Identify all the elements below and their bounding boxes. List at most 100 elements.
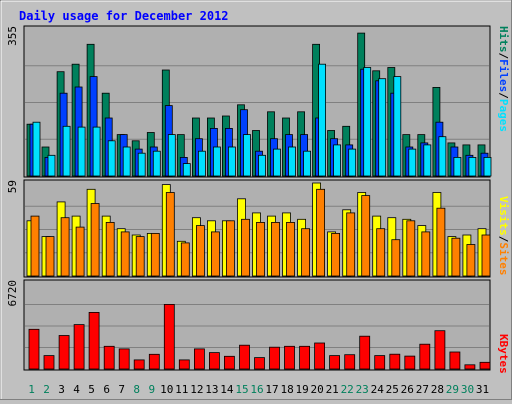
bar-sites-day-1 [30,215,40,277]
bar-pages-day-26 [408,148,417,177]
legend-pages: Pages [497,99,510,132]
bar-pages-day-5 [92,126,101,177]
bar-pages-day-14 [227,146,236,177]
bar-kbytes-day-16 [254,357,265,370]
legend-hits: Hits [497,26,510,53]
bar-kbytes-day-28 [434,330,446,370]
bar-kbytes-day-18 [284,345,295,370]
bar-pages-day-22 [348,148,357,177]
bar-sites-day-31 [481,234,491,277]
bar-pages-day-7 [122,146,131,177]
x-tick-label-26: 26 [401,383,414,396]
bar-pages-day-30 [468,156,477,177]
bar-pages-day-27 [423,144,432,177]
bar-pages-day-6 [107,140,116,177]
bar-kbytes-day-5 [88,311,100,370]
middle-legend: Visits/Sites [497,196,510,276]
x-tick-label-2: 2 [43,383,50,396]
bar-sites-day-29 [451,237,461,277]
bar-kbytes-day-29 [449,351,461,370]
bar-kbytes-day-12 [193,348,205,370]
x-tick-label-12: 12 [190,383,203,396]
bar-kbytes-day-30 [464,364,476,370]
bar-pages-day-11 [182,163,191,177]
bar-pages-day-20 [318,63,327,177]
x-tick-label-13: 13 [205,383,218,396]
bar-pages-day-1 [32,121,41,177]
x-tick-label-21: 21 [326,383,339,396]
bar-pages-day-18 [288,146,296,177]
bar-kbytes-day-23 [359,335,371,370]
bar-kbytes-day-6 [103,345,115,370]
bar-kbytes-day-13 [208,352,220,370]
chart-title: Daily usage for December 2012 [19,9,229,23]
bottom-legend: KBytes [497,334,510,374]
bar-kbytes-day-27 [419,343,431,370]
bar-kbytes-day-19 [299,345,311,370]
bar-sites-day-18 [286,221,295,277]
x-tick-label-18: 18 [280,383,293,396]
x-tick-label-28: 28 [431,383,444,396]
bar-sites-day-17 [271,221,280,277]
x-tick-label-14: 14 [220,383,234,396]
bars-layer [26,32,492,370]
bar-pages-day-10 [167,134,176,177]
bar-pages-day-31 [483,156,492,177]
bar-pages-day-17 [273,148,281,177]
legend-sep-1: / [497,53,510,60]
x-tick-label-9: 9 [148,383,155,396]
bar-kbytes-day-26 [404,355,416,370]
legend-kbytes: KBytes [497,334,510,374]
x-tick-label-24: 24 [371,383,385,396]
legend-files: Files [497,59,510,92]
x-tick-label-1: 1 [28,383,35,396]
x-tick-label-7: 7 [118,383,125,396]
bar-sites-day-11 [180,242,190,277]
bar-sites-day-27 [421,231,431,277]
bar-sites-day-20 [316,188,326,277]
bottom-panel [23,279,491,371]
x-tick-label-11: 11 [175,383,188,396]
bar-sites-day-21 [331,232,341,277]
bar-kbytes-day-31 [479,361,491,370]
bar-sites-day-28 [436,207,446,277]
bar-sites-day-13 [210,231,220,277]
bar-pages-day-25 [393,76,402,177]
bar-kbytes-day-7 [118,348,130,370]
bar-kbytes-day-15 [239,344,250,370]
top-legend: Hits/Files/Pages [497,26,510,132]
middle-max-label: 59 [6,180,19,193]
legend-sites: Sites [497,242,510,275]
bar-pages-day-8 [137,152,146,177]
x-tick-label-30: 30 [461,383,474,396]
x-tick-label-27: 27 [416,383,429,396]
bottom-max-label: 6720 [6,280,19,307]
legend-sep-2: / [497,92,510,99]
bar-sites-day-16 [256,221,265,277]
x-tick-label-16: 16 [250,383,263,396]
x-tick-label-23: 23 [356,383,369,396]
bar-kbytes-day-11 [178,359,190,370]
x-tick-label-6: 6 [103,383,110,396]
bar-pages-day-16 [258,154,266,177]
bar-pages-day-29 [453,156,462,177]
bar-pages-day-21 [333,144,342,177]
x-tick-label-5: 5 [88,383,95,396]
bar-kbytes-day-24 [374,355,386,370]
legend-visits: Visits [497,196,510,236]
bar-kbytes-day-3 [58,335,70,370]
x-tick-label-20: 20 [310,383,323,396]
bar-sites-day-3 [60,217,70,277]
bar-kbytes-day-17 [269,346,280,370]
bar-kbytes-day-9 [148,353,160,370]
x-tick-label-4: 4 [73,383,80,396]
x-tick-label-10: 10 [160,383,173,396]
bar-pages-day-19 [303,150,312,177]
x-tick-label-3: 3 [58,383,65,396]
bar-sites-day-23 [361,195,371,277]
bar-sites-day-15 [241,218,250,277]
bar-sites-day-14 [225,220,235,277]
top-max-label: 355 [6,26,19,46]
